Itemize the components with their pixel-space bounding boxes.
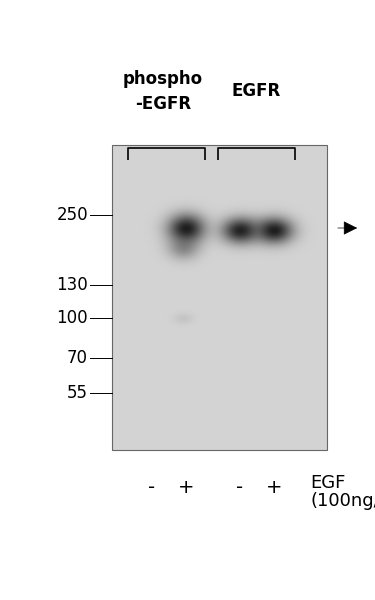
Text: +: + xyxy=(266,478,282,497)
Bar xyxy=(112,145,327,450)
Text: EGF: EGF xyxy=(310,474,345,492)
Text: 250: 250 xyxy=(56,206,88,224)
Text: -: - xyxy=(148,478,156,497)
Text: 70: 70 xyxy=(67,349,88,367)
Text: EGFR: EGFR xyxy=(231,82,280,100)
Text: 130: 130 xyxy=(56,276,88,294)
Text: phospho: phospho xyxy=(123,70,203,88)
Text: (100ng/ml): (100ng/ml) xyxy=(310,492,375,510)
Text: +: + xyxy=(178,478,194,497)
Text: 55: 55 xyxy=(67,384,88,402)
Text: 100: 100 xyxy=(56,309,88,327)
Text: -: - xyxy=(236,478,244,497)
Text: -EGFR: -EGFR xyxy=(135,95,191,113)
